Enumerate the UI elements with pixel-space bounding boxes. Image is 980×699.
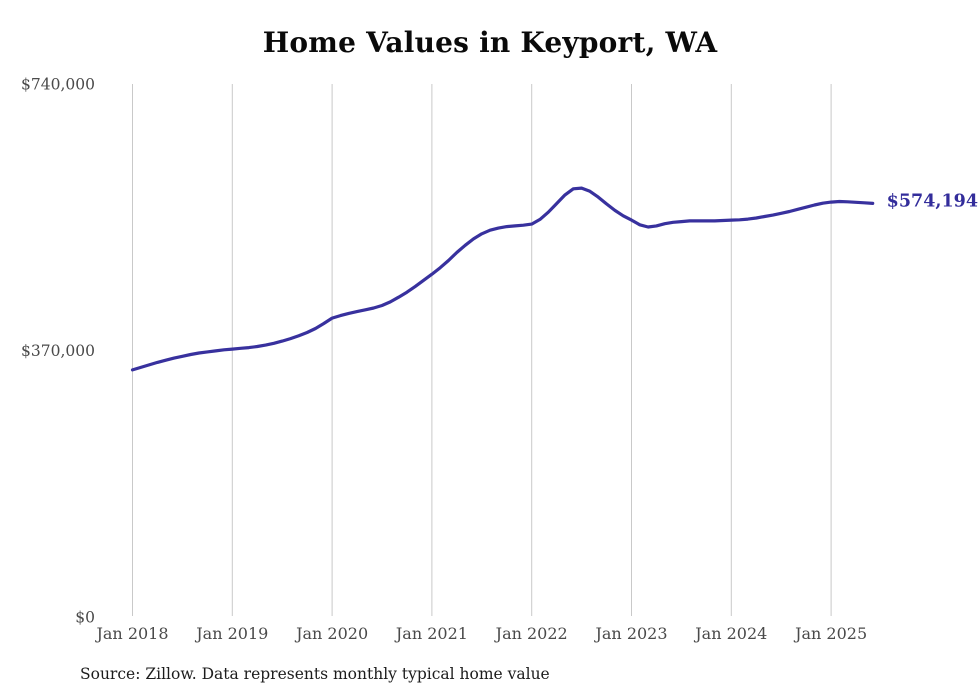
x-axis-tick-label: Jan 2024 bbox=[693, 624, 767, 643]
x-axis-tick-label: Jan 2021 bbox=[394, 624, 468, 643]
y-axis-tick-label: $370,000 bbox=[21, 342, 95, 360]
chart-title: Home Values in Keyport, WA bbox=[262, 26, 718, 59]
source-note: Source: Zillow. Data represents monthly … bbox=[80, 665, 550, 683]
x-axis-tick-label: Jan 2020 bbox=[294, 624, 368, 643]
x-axis-tick-label: Jan 2018 bbox=[94, 624, 168, 643]
end-value-label: $574,194 bbox=[887, 191, 978, 211]
y-axis-tick-label: $740,000 bbox=[21, 76, 95, 94]
x-axis-tick-label: Jan 2025 bbox=[793, 624, 867, 643]
x-axis-tick-label: Jan 2022 bbox=[494, 624, 568, 643]
x-axis-tick-label: Jan 2019 bbox=[194, 624, 268, 643]
y-axis-tick-label: $0 bbox=[75, 609, 95, 627]
home-value-line bbox=[130, 186, 875, 372]
x-axis-tick-label: Jan 2023 bbox=[593, 624, 667, 643]
